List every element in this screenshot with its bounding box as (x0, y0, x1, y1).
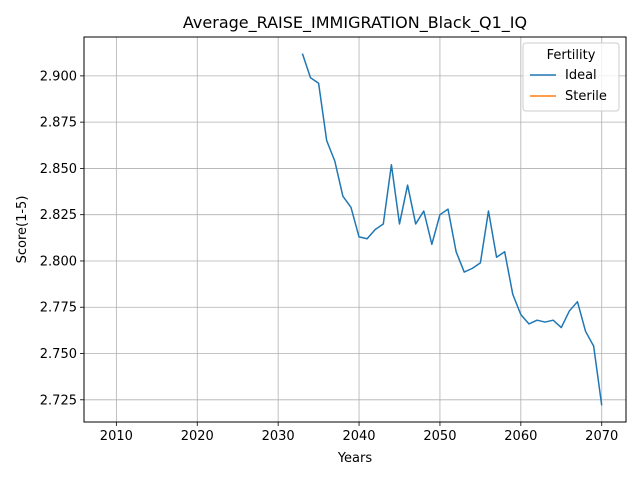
x-tick-label: 2020 (181, 429, 214, 444)
x-tick-label: 2030 (262, 429, 295, 444)
chart-title: Average_RAISE_IMMIGRATION_Black_Q1_IQ (183, 13, 527, 33)
y-tick-label: 2.900 (40, 69, 77, 84)
legend-label-ideal: Ideal (565, 68, 597, 83)
x-axis-label: Years (337, 451, 373, 466)
y-tick-label: 2.875 (40, 116, 77, 131)
x-tick-label: 2070 (585, 429, 618, 444)
legend-title: Fertility (547, 48, 596, 63)
x-tick-label: 2050 (423, 429, 456, 444)
legend: Fertility Ideal Sterile (522, 42, 620, 112)
y-tick-label: 2.800 (40, 254, 77, 269)
x-tick-label: 2010 (100, 429, 133, 444)
x-axis-ticks: 2010 2020 2030 2040 2050 2060 2070 (100, 422, 618, 444)
y-axis-ticks: 2.725 2.750 2.775 2.800 2.825 2.850 2.875 2.900 (40, 69, 84, 408)
plot-area (301, 53, 603, 406)
axes-frame (83, 36, 627, 423)
y-tick-label: 2.725 (40, 393, 77, 408)
y-tick-label: 2.775 (40, 301, 77, 316)
y-axis-label: Score(1-5) (15, 196, 30, 264)
legend-box (522, 42, 620, 112)
y-tick-label: 2.750 (40, 347, 77, 362)
x-tick-label: 2060 (504, 429, 537, 444)
grid (84, 37, 626, 422)
series-line-ideal (301, 53, 603, 406)
legend-label-sterile: Sterile (565, 89, 607, 104)
legend-items: Ideal Sterile (530, 68, 607, 104)
y-tick-label: 2.825 (40, 208, 77, 223)
y-tick-label: 2.850 (40, 162, 77, 177)
x-tick-label: 2040 (342, 429, 375, 444)
